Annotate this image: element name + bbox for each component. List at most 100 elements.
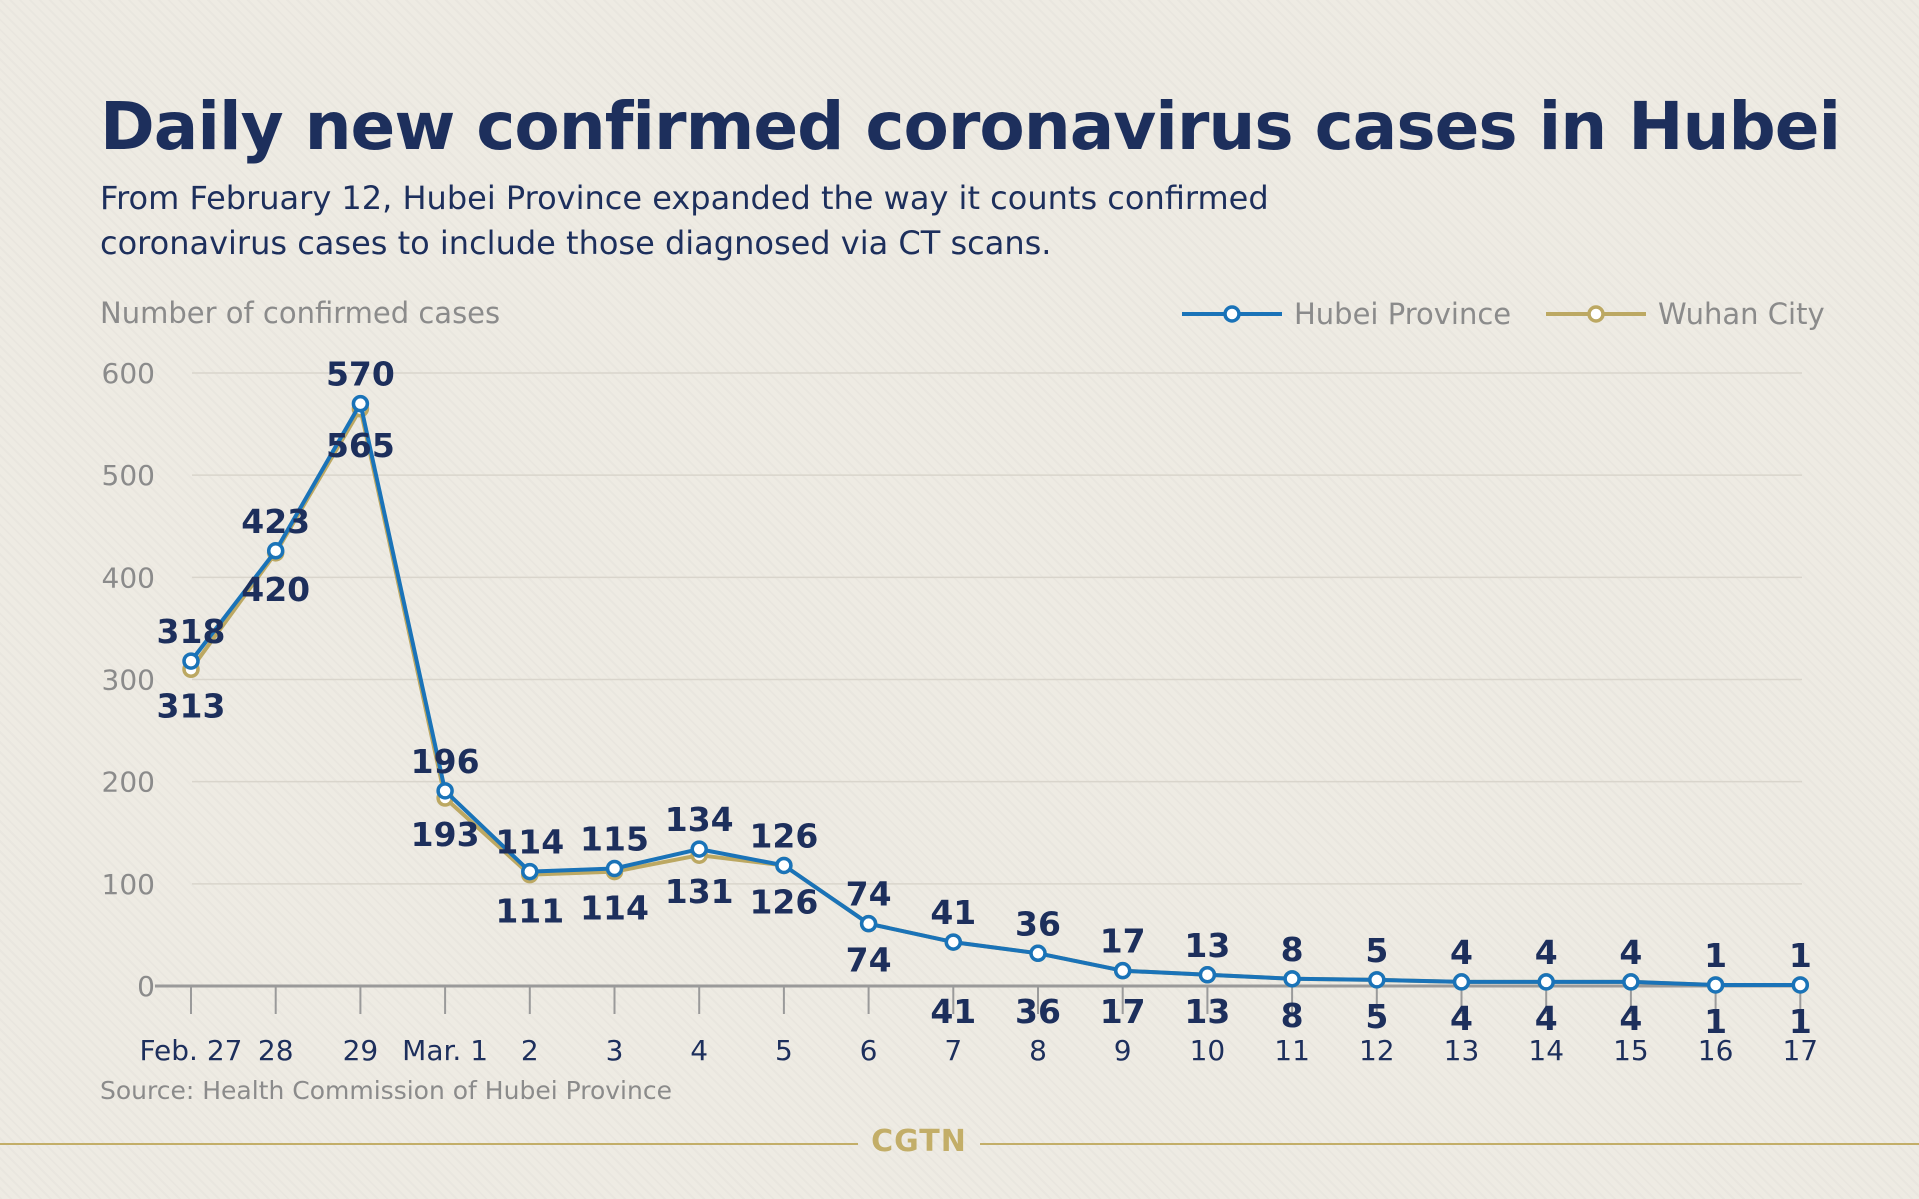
data-label-hubei: 570 (326, 355, 395, 394)
data-label-wuhan: 4 (1619, 999, 1642, 1038)
data-label-wuhan: 36 (1015, 992, 1061, 1031)
data-label-wuhan: 5 (1365, 997, 1388, 1036)
series-line-hubei (189, 401, 1803, 987)
legend-item-wuhan: Wuhan City (1544, 294, 1825, 334)
data-label-hubei: 196 (411, 742, 480, 781)
source-note: Source: Health Commission of Hubei Provi… (100, 1076, 672, 1105)
data-label-hubei: 423 (241, 502, 310, 541)
data-point-hubei (266, 542, 285, 560)
data-label-hubei: 1 (1704, 936, 1727, 975)
x-tick-label: 7 (944, 1034, 962, 1067)
y-tick-label: 500 (102, 459, 155, 492)
x-tick-label: 28 (258, 1034, 294, 1067)
chart-title: Daily new confirmed coronavirus cases in… (100, 88, 1841, 165)
data-label-hubei: 318 (157, 612, 226, 651)
y-tick-label: 0 (137, 970, 155, 1003)
data-label-hubei: 13 (1184, 926, 1230, 965)
data-point-hubei (1198, 966, 1217, 984)
data-label-wuhan: 111 (495, 892, 564, 931)
data-label-wuhan: 126 (749, 882, 818, 921)
x-tick-label: 14 (1528, 1034, 1564, 1067)
y-tick-label: 400 (102, 561, 155, 594)
data-label-wuhan: 313 (157, 686, 226, 725)
data-point-hubei (1791, 976, 1810, 994)
data-point-hubei (1113, 961, 1132, 980)
data-label-hubei: 1 (1789, 936, 1812, 975)
data-label-hubei: 115 (580, 820, 649, 859)
data-label-hubei: 74 (846, 875, 892, 914)
y-tick-label: 300 (102, 664, 155, 697)
data-label-hubei: 17 (1100, 922, 1146, 961)
footer-divider-right (980, 1143, 1919, 1145)
data-point-hubei (690, 840, 708, 858)
data-label-wuhan: 17 (1100, 992, 1146, 1031)
y-axis-label: Number of confirmed cases (100, 296, 501, 330)
data-label-hubei: 126 (749, 816, 818, 855)
data-label-wuhan: 420 (241, 570, 310, 609)
data-label-hubei: 8 (1281, 930, 1304, 969)
footer-divider-left (0, 1143, 858, 1145)
data-label-wuhan: 193 (411, 815, 480, 854)
data-label-wuhan: 1 (1704, 1002, 1727, 1041)
y-tick-label: 600 (102, 357, 155, 390)
data-point-hubei (1622, 973, 1640, 991)
data-label-hubei: 4 (1619, 933, 1642, 972)
x-tick-label: 15 (1613, 1034, 1649, 1067)
legend-swatch-wuhan (1546, 305, 1646, 323)
data-label-wuhan: 8 (1281, 996, 1304, 1035)
x-tick-label: 29 (343, 1034, 379, 1067)
legend-swatch-hubei (1182, 305, 1282, 323)
data-point-hubei (436, 782, 454, 800)
data-point-hubei (1368, 971, 1386, 989)
data-label-wuhan: 1 (1789, 1002, 1812, 1041)
data-label-wuhan: 41 (930, 992, 976, 1031)
x-tick-label: Feb. 27 (139, 1034, 242, 1067)
data-point-hubei (859, 914, 878, 933)
data-label-hubei: 41 (930, 893, 976, 932)
data-label-hubei: 4 (1535, 933, 1558, 972)
data-label-hubei: 4 (1450, 933, 1473, 972)
x-tick-label: 8 (1029, 1034, 1047, 1067)
x-tick-label: 11 (1274, 1034, 1310, 1067)
x-tick-label: 2 (521, 1034, 539, 1067)
chart-subtitle: From February 12, Hubei Province expande… (100, 179, 1269, 262)
data-label-hubei: 5 (1365, 931, 1388, 970)
data-point-hubei (182, 652, 200, 670)
x-tick-label: 12 (1359, 1034, 1395, 1067)
x-tick-label: 9 (1114, 1034, 1132, 1067)
data-point-hubei (1283, 970, 1301, 988)
data-label-wuhan: 565 (326, 426, 395, 465)
data-label-hubei: 114 (495, 823, 564, 862)
data-point-hubei (944, 933, 963, 951)
data-label-wuhan: 74 (846, 941, 892, 980)
legend-label-hubei: Hubei Province (1294, 297, 1512, 331)
data-label-wuhan: 131 (665, 872, 734, 911)
x-tick-label: 10 (1190, 1034, 1226, 1067)
x-tick-label: 6 (860, 1034, 878, 1067)
series-line-wuhan (189, 406, 1803, 987)
y-tick-label: 100 (102, 868, 155, 901)
data-point-hubei (605, 859, 624, 878)
data-label-hubei: 36 (1015, 904, 1061, 943)
data-label-wuhan: 114 (580, 889, 649, 928)
x-tick-label: 13 (1444, 1034, 1480, 1067)
x-tick-label: 16 (1698, 1034, 1734, 1067)
data-point-hubei (775, 856, 793, 875)
data-point-hubei (1452, 973, 1471, 991)
legend-item-hubei: Hubei Province (1180, 294, 1511, 334)
data-point-hubei (521, 862, 539, 881)
x-tick-label: 4 (690, 1034, 708, 1067)
x-tick-label: Mar. 1 (402, 1034, 488, 1067)
x-tick-label: 17 (1782, 1034, 1818, 1067)
x-tick-label: 5 (775, 1034, 793, 1067)
brand-logo: CGTN (871, 1124, 967, 1159)
data-point-hubei (1029, 944, 1047, 963)
y-tick-label: 200 (102, 766, 155, 799)
data-label-hubei: 134 (665, 800, 734, 839)
legend-label-wuhan: Wuhan City (1658, 297, 1825, 331)
data-label-wuhan: 4 (1450, 999, 1473, 1038)
data-label-wuhan: 13 (1184, 992, 1230, 1031)
data-point-hubei (1706, 976, 1725, 994)
data-label-wuhan: 4 (1535, 999, 1558, 1038)
